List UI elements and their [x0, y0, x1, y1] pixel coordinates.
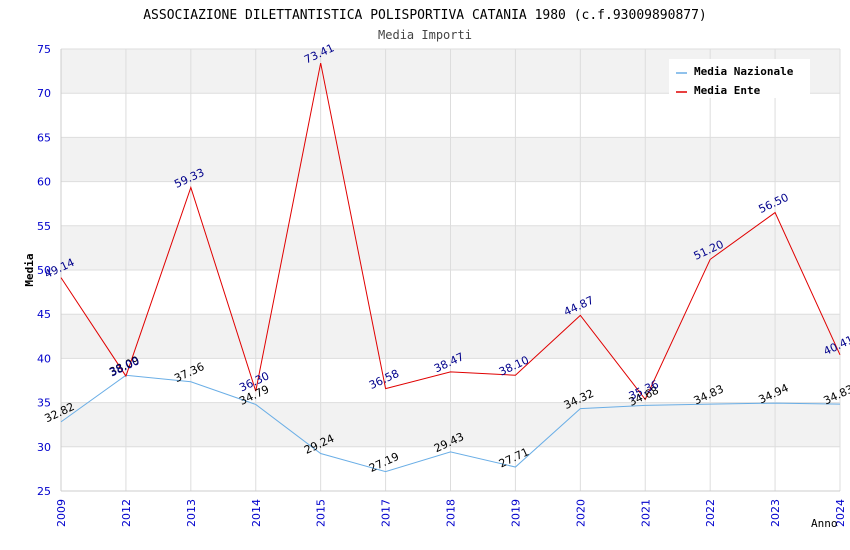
- legend: Media Nazionale Media Ente: [669, 59, 810, 98]
- x-tick-label: 2018: [445, 499, 458, 527]
- x-tick-label: 2013: [185, 499, 198, 527]
- y-tick-label: 60: [37, 176, 51, 189]
- data-label: 36.58: [367, 367, 401, 392]
- y-tick-label: 65: [37, 131, 51, 144]
- y-tick-label: 50: [37, 264, 51, 277]
- y-tick-label: 35: [37, 397, 51, 410]
- legend-label-media-nazionale: Media Nazionale: [694, 65, 794, 78]
- data-label: 56.50: [757, 191, 791, 216]
- x-tick-label: 2012: [120, 499, 133, 527]
- axes: 25 30 35 40 45 50 55 60 65 70 75 2009 2012 2013 2014 20…: [37, 43, 847, 527]
- y-tick-label: 30: [37, 441, 51, 454]
- y-tick-label: 70: [37, 87, 51, 100]
- legend-box: [669, 59, 810, 98]
- x-tick-label: 2009: [55, 499, 68, 527]
- x-tick-label: 2019: [509, 499, 522, 527]
- y-tick-label: 45: [37, 308, 51, 321]
- legend-label-media-ente: Media Ente: [694, 84, 761, 97]
- x-tick-label: 2014: [250, 499, 263, 527]
- x-tick-label: 2015: [315, 499, 328, 527]
- x-axis-title: Anno: [811, 517, 838, 530]
- y-tick-label: 55: [37, 220, 51, 233]
- chart-title: ASSOCIAZIONE DILETTANTISTICA POLISPORTIV…: [143, 8, 707, 23]
- x-tick-label: 2020: [574, 499, 587, 527]
- x-tick-label: 2024: [834, 499, 847, 527]
- chart-subtitle: Media Importi: [378, 28, 472, 42]
- gridlines: [60, 48, 841, 492]
- x-tick-label: 2023: [769, 499, 782, 527]
- series-line-media-ente: [60, 62, 841, 401]
- x-tick-label: 2017: [380, 499, 393, 527]
- y-tick-label: 40: [37, 352, 51, 365]
- data-label: 49.14: [42, 256, 76, 281]
- y-tick-label: 75: [37, 43, 51, 56]
- series-line-media-nazionale: [60, 374, 841, 473]
- x-tick-label: 2021: [639, 499, 652, 527]
- x-tick-label: 2022: [704, 499, 717, 527]
- series-lines: [60, 62, 841, 473]
- y-axis-title: Media: [23, 253, 36, 286]
- y-tick-label: 25: [37, 485, 51, 498]
